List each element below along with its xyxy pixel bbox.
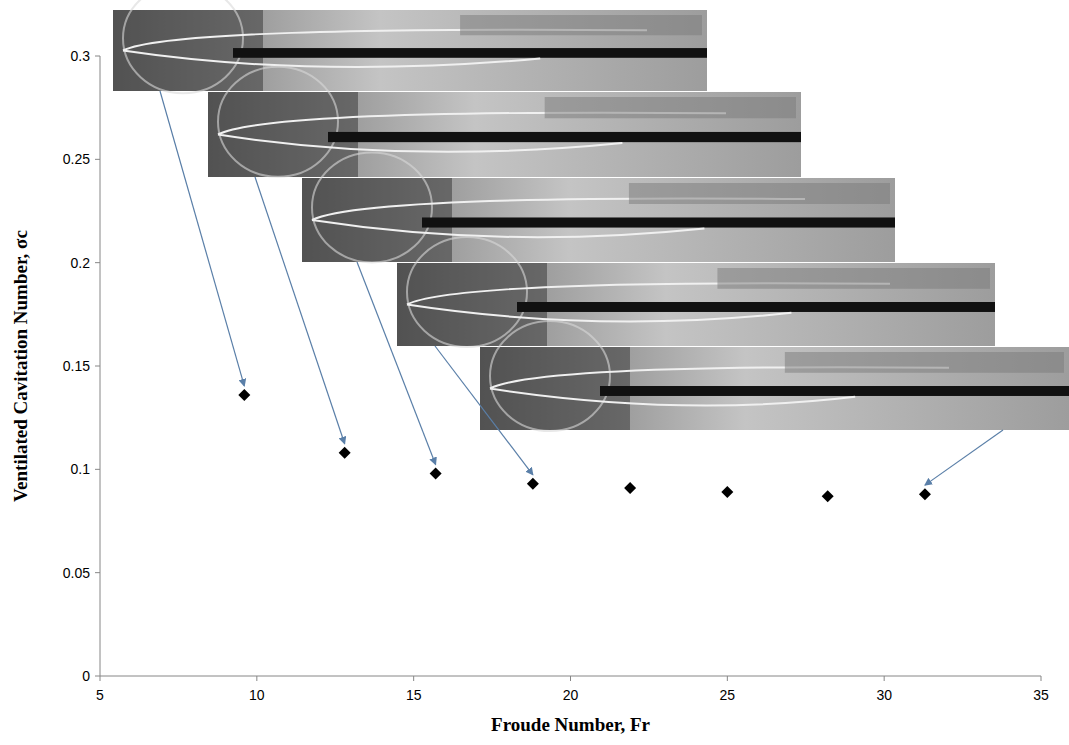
x-axis-title: Froude Number, Fr bbox=[491, 714, 650, 735]
photo-background bbox=[302, 178, 895, 262]
y-tick bbox=[95, 159, 100, 160]
photo-spray bbox=[717, 268, 990, 289]
point bbox=[624, 482, 636, 494]
point bbox=[339, 447, 351, 459]
y-tick bbox=[95, 366, 100, 367]
x-tick bbox=[1041, 676, 1042, 681]
arrow bbox=[435, 346, 533, 475]
arrow bbox=[255, 177, 345, 444]
x-tick-label: 5 bbox=[96, 687, 104, 703]
x-tick bbox=[570, 676, 571, 681]
x-tick bbox=[413, 676, 414, 681]
photo-ring bbox=[123, 0, 243, 93]
x-tick-label: 15 bbox=[406, 687, 422, 703]
photo-spray bbox=[460, 15, 702, 35]
y-tick-label: 0.15 bbox=[63, 358, 90, 374]
y-tick-label: 0.25 bbox=[63, 151, 90, 167]
point bbox=[919, 488, 931, 500]
y-tick bbox=[95, 676, 100, 677]
photo-cavity bbox=[407, 283, 890, 321]
y-axis-title: Ventilated Cavitation Number, σc bbox=[10, 230, 31, 502]
x-tick bbox=[727, 676, 728, 681]
y-tick bbox=[95, 56, 100, 57]
x-tick-label: 30 bbox=[876, 687, 892, 703]
photo-background bbox=[208, 92, 801, 177]
chart: 0 0.05 0.1 0.15 0.2 0.25 0.3 5 10 15 20 25 30 35 Froud… bbox=[0, 0, 1069, 745]
photo-spray bbox=[785, 352, 1064, 373]
point bbox=[238, 389, 250, 401]
photo-background bbox=[113, 10, 707, 91]
x-tick-label: 25 bbox=[720, 687, 736, 703]
y-tick bbox=[95, 469, 100, 470]
arrow bbox=[160, 91, 244, 386]
photo-cavity bbox=[490, 367, 949, 405]
photo-spray bbox=[629, 183, 890, 204]
points bbox=[238, 389, 931, 502]
photo-background bbox=[397, 263, 995, 346]
y-tick-label: 0.05 bbox=[63, 565, 90, 581]
photo bbox=[113, 0, 707, 93]
point bbox=[822, 490, 834, 502]
photo bbox=[302, 152, 895, 262]
x-tick bbox=[100, 676, 101, 681]
x-tick bbox=[256, 676, 257, 681]
photo-spray bbox=[545, 97, 796, 118]
photo-rod bbox=[328, 132, 801, 142]
y-tick-label: 0.3 bbox=[71, 48, 91, 64]
photo bbox=[480, 321, 1069, 431]
photo-cavity bbox=[123, 30, 647, 67]
x-tick-label: 35 bbox=[1033, 687, 1049, 703]
photo-cavity bbox=[312, 198, 805, 237]
y-tick-label: 0.2 bbox=[71, 255, 91, 271]
point bbox=[527, 478, 539, 490]
photo-rod bbox=[422, 217, 895, 227]
x-tick-label: 10 bbox=[249, 687, 265, 703]
photo bbox=[208, 67, 801, 177]
y-tick bbox=[95, 262, 100, 263]
photo-cavity bbox=[218, 113, 726, 152]
photo-background bbox=[480, 347, 1069, 430]
photos bbox=[113, 0, 1069, 431]
y-tick-label: 0.1 bbox=[71, 461, 91, 477]
photo-rod bbox=[233, 48, 707, 58]
y-tick-label: 0 bbox=[82, 668, 90, 684]
arrow bbox=[357, 262, 436, 464]
point bbox=[430, 467, 442, 479]
point bbox=[721, 486, 733, 498]
x-tick-label: 20 bbox=[563, 687, 579, 703]
photo-rod bbox=[517, 302, 995, 312]
arrow bbox=[925, 430, 1003, 485]
y-tick bbox=[95, 572, 100, 573]
x-tick bbox=[884, 676, 885, 681]
photo bbox=[397, 237, 995, 347]
photo-rod bbox=[600, 386, 1069, 396]
